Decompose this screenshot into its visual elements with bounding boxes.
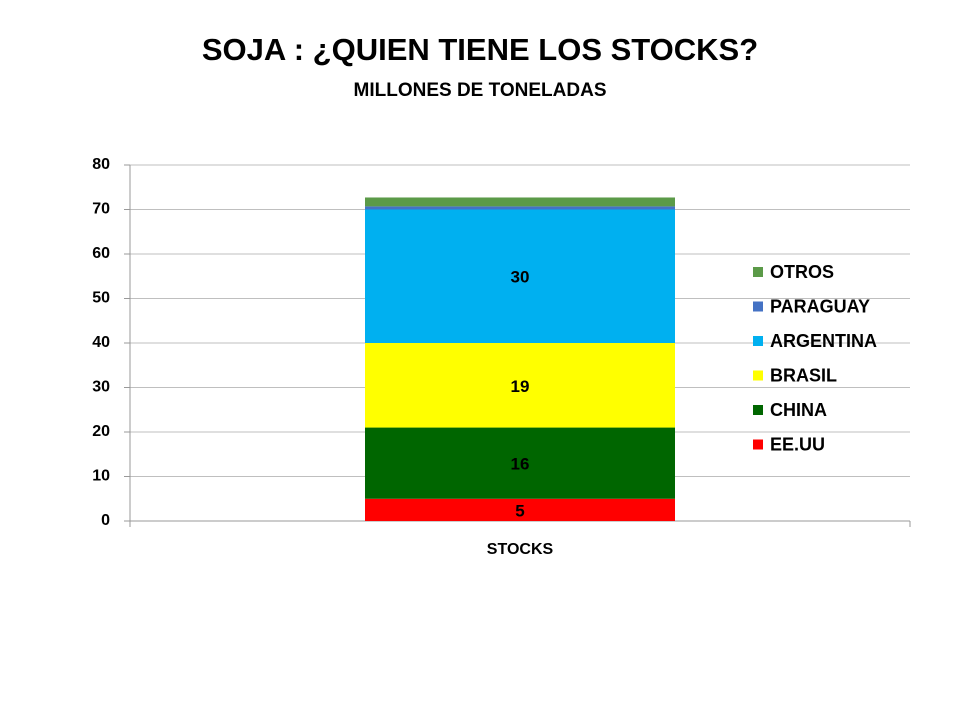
legend-swatch (753, 267, 763, 277)
legend-swatch (753, 370, 763, 381)
y-tick-label: 30 (92, 379, 110, 396)
y-tick-label: 50 (92, 290, 110, 307)
legend-label: ARGENTINA (770, 331, 877, 351)
bar-segment (365, 498, 675, 521)
y-tick-label: 80 (92, 156, 110, 173)
legend-label: CHINA (770, 400, 827, 420)
y-tick-label: 10 (92, 468, 110, 485)
legend-swatch (753, 301, 763, 312)
data-label: 30 (511, 268, 530, 287)
data-label: 5 (515, 501, 524, 520)
legend-label: OTROS (770, 262, 834, 282)
legend-label: EE.UU (770, 434, 825, 454)
x-tick-label: STOCKS (487, 541, 554, 558)
y-tick-label: 20 (92, 423, 110, 440)
y-tick-label: 60 (92, 245, 110, 262)
y-tick-label: 40 (92, 334, 110, 351)
chart-title: SOJA : ¿QUIEN TIENE LOS STOCKS? (202, 32, 758, 67)
bar-segment (365, 427, 675, 499)
bar-segment (365, 206, 675, 210)
data-label: 19 (511, 377, 530, 396)
bar-segment (365, 343, 675, 428)
y-tick-label: 70 (92, 201, 110, 218)
y-tick-label: 0 (101, 512, 110, 529)
bar-segment (365, 209, 675, 343)
legend-swatch (753, 336, 763, 346)
legend-label: PARAGUAY (770, 296, 870, 316)
chart-subtitle: MILLONES DE TONELADAS (354, 80, 607, 101)
legend-label: BRASIL (770, 365, 837, 385)
legend-swatch (753, 439, 763, 450)
data-label: 16 (511, 455, 530, 474)
bar-segment (365, 197, 675, 207)
legend-swatch (753, 405, 763, 415)
